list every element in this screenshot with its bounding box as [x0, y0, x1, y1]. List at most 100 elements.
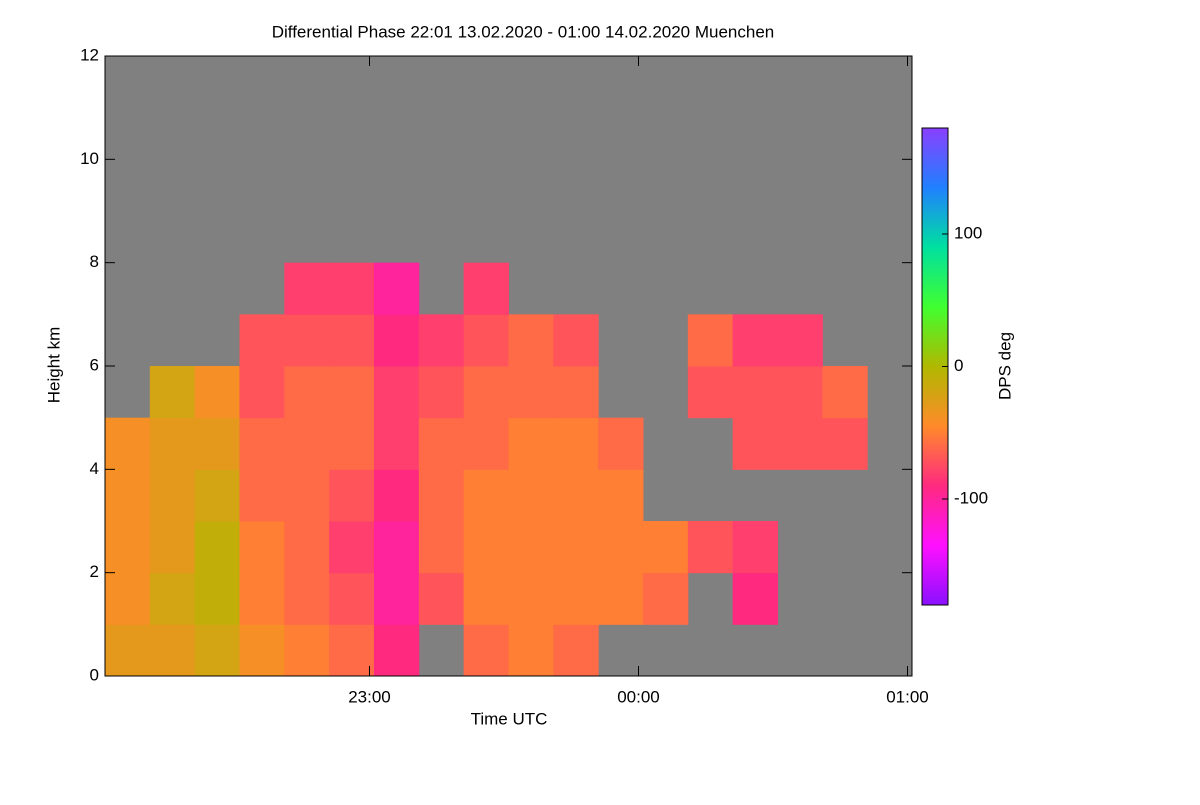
heat-cell [373, 366, 420, 419]
y-tick-label: 4 [90, 459, 99, 478]
y-tick-label: 8 [90, 252, 99, 271]
heat-cell [463, 624, 509, 677]
heat-cell [149, 417, 196, 470]
heat-cell [553, 624, 599, 677]
heat-cell [508, 366, 554, 419]
heat-cell [329, 366, 375, 419]
heat-cell [329, 417, 375, 470]
heat-cell [822, 366, 868, 419]
heat-cell [822, 417, 868, 470]
colorbar-label: DPS deg [995, 332, 1014, 400]
heat-cell [553, 314, 599, 367]
heat-cell [777, 314, 823, 367]
heat-cell [194, 624, 240, 677]
heat-cell [598, 521, 644, 574]
heat-cell [239, 624, 285, 677]
heat-cell [284, 262, 330, 315]
heat-cell [508, 624, 554, 677]
chart-title: Differential Phase 22:01 13.02.2020 - 01… [272, 22, 775, 41]
y-tick-label: 12 [80, 45, 99, 64]
heat-cell [104, 469, 151, 522]
heat-cell [239, 366, 285, 419]
heat-cell [284, 624, 330, 677]
x-tick-label: 00:00 [617, 687, 660, 706]
heat-cell [149, 521, 196, 574]
heat-cell [284, 314, 330, 367]
heat-cell [418, 417, 465, 470]
heat-cell [373, 417, 420, 470]
heat-cell [373, 572, 420, 625]
heat-cell [732, 366, 778, 419]
heat-cell [149, 366, 196, 419]
heat-cell [284, 521, 330, 574]
heat-cell [777, 366, 823, 419]
heat-cell [149, 469, 196, 522]
heat-cell [418, 469, 465, 522]
heat-cell [194, 417, 240, 470]
heat-cell [284, 469, 330, 522]
heat-cell [239, 314, 285, 367]
y-axis-label: Height km [44, 327, 63, 404]
heat-cell [463, 417, 509, 470]
heat-cell [463, 262, 509, 315]
heat-cell [508, 572, 554, 625]
heat-cell [732, 572, 778, 625]
heat-cell [329, 314, 375, 367]
heat-cell [373, 624, 420, 677]
heat-cell [104, 624, 151, 677]
heat-cell [239, 417, 285, 470]
heat-cell [598, 469, 644, 522]
heat-cell [508, 521, 554, 574]
heat-cell [239, 521, 285, 574]
x-tick-label: 01:00 [886, 687, 929, 706]
heat-cell [732, 521, 778, 574]
heat-cell [553, 417, 599, 470]
x-axis-label: Time UTC [471, 709, 548, 728]
heat-cell [508, 469, 554, 522]
y-tick-label: 10 [80, 149, 99, 168]
colorbar-tick-label: 100 [954, 223, 982, 242]
colorbar-tick-label: 0 [954, 356, 963, 375]
heat-cell [598, 417, 644, 470]
heat-cell [284, 572, 330, 625]
heat-cell [732, 314, 778, 367]
heat-cell [418, 314, 465, 367]
heat-cell [284, 366, 330, 419]
heat-cell [687, 366, 734, 419]
y-tick-label: 6 [90, 355, 99, 374]
heat-cell [329, 572, 375, 625]
heat-cell [104, 521, 151, 574]
heat-cell [553, 366, 599, 419]
y-tick-label: 2 [90, 562, 99, 581]
heat-cell [329, 624, 375, 677]
heat-cell [732, 417, 778, 470]
heat-cell [418, 521, 465, 574]
heat-cell [194, 521, 240, 574]
heat-cell [329, 262, 375, 315]
heat-cell [418, 366, 465, 419]
heat-cell [463, 572, 509, 625]
heat-cell [329, 469, 375, 522]
y-tick-label: 0 [90, 665, 99, 684]
heat-cell [418, 572, 465, 625]
heat-cell [642, 572, 689, 625]
heat-cell [239, 469, 285, 522]
heat-cell [149, 624, 196, 677]
colorbar-tick-label: -100 [954, 488, 988, 507]
heat-cell [553, 469, 599, 522]
heat-cell [687, 521, 734, 574]
heat-cell [194, 469, 240, 522]
heat-cell [194, 572, 240, 625]
heat-cell [373, 262, 420, 315]
heat-cell [642, 521, 689, 574]
x-tick-label: 23:00 [348, 687, 391, 706]
heat-cell [149, 572, 196, 625]
heat-cell [463, 366, 509, 419]
heat-cell [194, 366, 240, 419]
heat-cell [373, 314, 420, 367]
heat-cell [508, 314, 554, 367]
heat-cell [553, 572, 599, 625]
heat-cell [104, 572, 151, 625]
heat-cell [598, 572, 644, 625]
